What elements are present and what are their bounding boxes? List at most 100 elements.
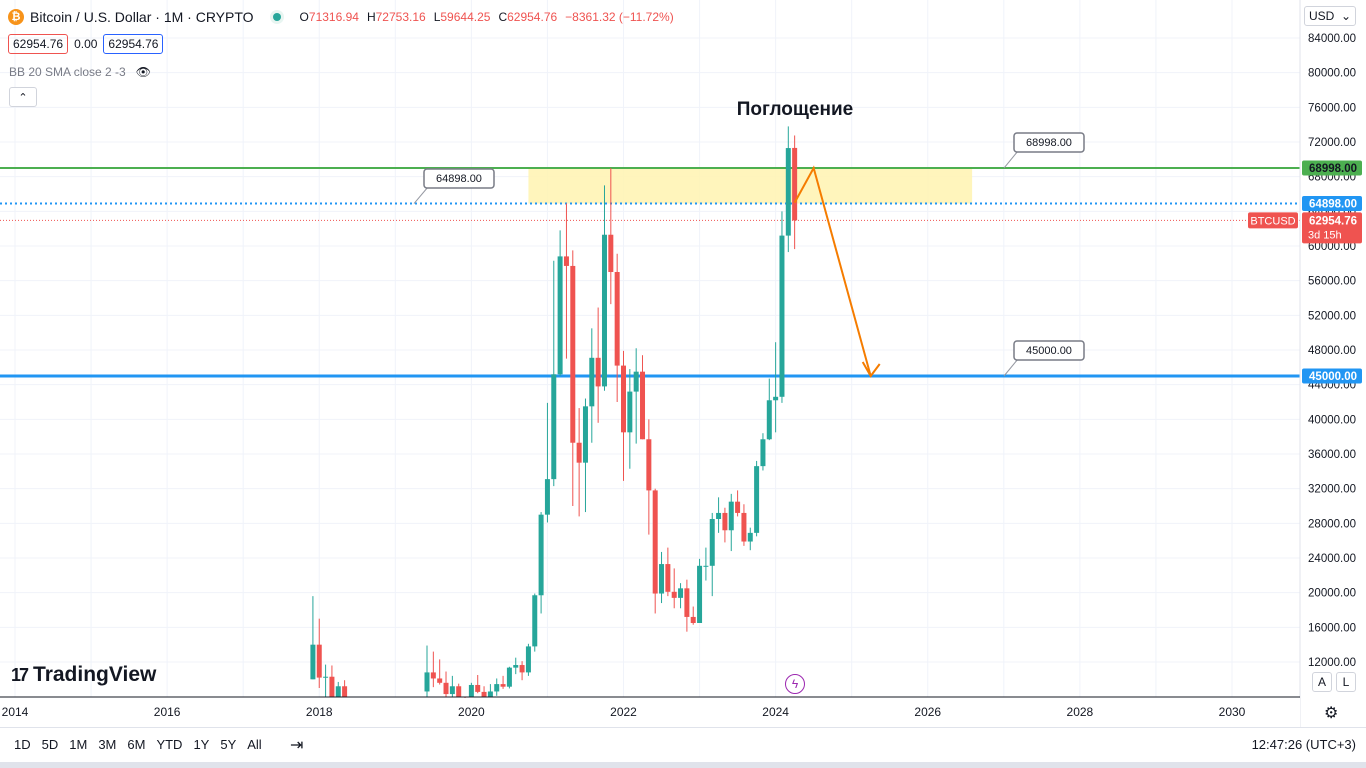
level-callout-box (1013, 132, 1085, 153)
tradingview-logo-icon: 17 (11, 664, 29, 685)
price-badge-64898: 64898.00 (1309, 199, 1357, 211)
clock-timezone[interactable]: 12:47:26 (UTC+3) (1251, 737, 1356, 752)
forecast-arrow-line (793, 165, 872, 377)
gear-icon[interactable]: ⚙ (1324, 705, 1339, 722)
year-tick-label: 2026 (914, 705, 941, 719)
open-value: 71316.94 (308, 10, 359, 24)
lightning-event-icon[interactable]: ϟ (785, 674, 805, 694)
candle-body (589, 357, 595, 407)
candle-body (525, 646, 531, 673)
candle-body (747, 532, 753, 542)
candle-body (627, 391, 633, 433)
candle-body (792, 147, 798, 221)
candle-body (601, 234, 607, 387)
candle-body (519, 665, 525, 673)
candle-body (766, 400, 772, 440)
forecast-arrowhead (861, 361, 881, 378)
bottom-strip (0, 762, 1366, 768)
range-1m[interactable]: 1M (69, 737, 88, 752)
candle-body (665, 564, 671, 592)
candle-body (684, 588, 690, 617)
annotation-title: Поглощение (737, 99, 853, 120)
candle-body (646, 439, 652, 491)
range-3m[interactable]: 3M (98, 737, 117, 752)
price-badge-45000: 45000.00 (1309, 371, 1357, 383)
buy-button[interactable]: 62954.76 (103, 34, 164, 54)
close-key: C (498, 10, 508, 24)
indicator-label: BB 20 SMA close 2 -3 (9, 65, 126, 79)
low-value: 59644.25 (440, 10, 491, 24)
candle-body (754, 466, 760, 533)
symbol-tag: BTCUSD (1250, 215, 1295, 227)
level-callout-box (1013, 340, 1085, 361)
candle-body (316, 644, 322, 678)
candle-body (506, 667, 512, 687)
range-1d[interactable]: 1D (14, 737, 31, 752)
tradingview-logo[interactable]: 17 TradingView (11, 663, 156, 687)
eye-off-icon[interactable]: 👁 (135, 65, 151, 79)
candle-body (614, 272, 620, 366)
year-tick-label: 2016 (154, 705, 181, 719)
sell-button[interactable]: 62954.76 (8, 34, 69, 54)
change-value: −8361.32 (−11.72%) (565, 10, 674, 24)
candle-body (513, 665, 519, 668)
go-to-date-icon[interactable]: ⇥ (290, 737, 304, 754)
candle-body (779, 235, 785, 397)
candle-body (557, 256, 563, 375)
last-price-countdown: 3d 15h (1308, 229, 1342, 241)
price-badge-68998: 68998.00 (1309, 163, 1357, 175)
price-tick-label: 72000.00 (1308, 137, 1356, 149)
price-tick-label: 32000.00 (1308, 484, 1356, 496)
range-all[interactable]: All (247, 737, 262, 752)
range-5y[interactable]: 5Y (220, 737, 237, 752)
currency-value: USD (1309, 9, 1335, 23)
level-callout-label: 45000.00 (1026, 345, 1072, 357)
trade-pills: 62954.76 0.00 62954.76 (8, 34, 164, 54)
price-tick-label: 16000.00 (1308, 622, 1356, 634)
bottom-toolbar (0, 727, 1366, 764)
collapse-legend-button[interactable]: ⌃ (9, 87, 37, 107)
price-tick-label: 84000.00 (1308, 33, 1356, 45)
price-tick-label: 56000.00 (1308, 276, 1356, 288)
candle-body (703, 565, 709, 567)
candle-body (500, 684, 506, 687)
year-tick-label: 2030 (1219, 705, 1246, 719)
year-tick-label: 2024 (762, 705, 789, 719)
candle-body (608, 234, 614, 272)
candle-body (329, 676, 335, 697)
price-badge-45000-bg (1302, 368, 1362, 384)
last-price-badge-bg (1302, 212, 1362, 244)
indicator-legend[interactable]: BB 20 SMA close 2 -3 👁 (9, 65, 151, 79)
year-tick-label: 2018 (306, 705, 333, 719)
market-status-icon[interactable] (269, 10, 284, 24)
candle-body (716, 512, 722, 519)
candle-body (652, 490, 658, 594)
candle-body (487, 691, 493, 697)
symbol-tag-bg (1248, 212, 1298, 229)
symbol-title[interactable]: Bitcoin / U.S. Dollar · 1M · CRYPTO (30, 9, 254, 25)
range-ytd[interactable]: YTD (156, 737, 183, 752)
level-callout-leader (1003, 150, 1019, 169)
candle-body (475, 684, 481, 692)
price-tick-label: 24000.00 (1308, 553, 1356, 565)
candle-body (690, 616, 696, 623)
price-tick-label: 12000.00 (1308, 657, 1356, 669)
auto-scale-button[interactable]: A (1312, 672, 1332, 692)
currency-select[interactable]: USD ⌄ (1304, 6, 1356, 26)
candle-body (640, 371, 646, 440)
log-scale-button[interactable]: L (1336, 672, 1356, 692)
range-5d[interactable]: 5D (41, 737, 59, 752)
level-callout-leader (1003, 358, 1019, 377)
range-6m[interactable]: 6M (127, 737, 146, 752)
candle-body (785, 148, 791, 236)
price-tick-label: 76000.00 (1308, 102, 1356, 114)
candle-body (595, 357, 601, 387)
candle-body (709, 519, 715, 566)
candle-body (722, 512, 728, 531)
candle-body (582, 406, 588, 463)
price-tick-label: 52000.00 (1308, 310, 1356, 322)
range-1y[interactable]: 1Y (193, 737, 210, 752)
candle-body (468, 684, 474, 697)
spread-value: 0.00 (74, 37, 98, 51)
